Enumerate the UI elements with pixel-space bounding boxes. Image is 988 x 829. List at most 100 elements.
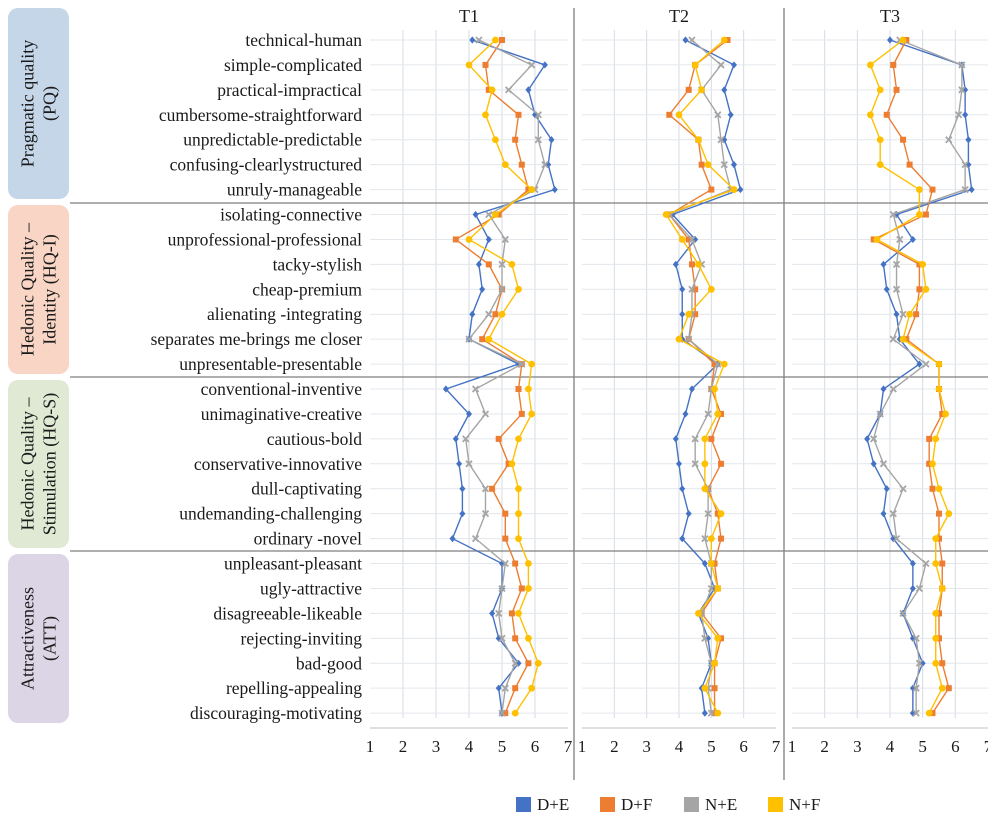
point-n-e-t3-5 xyxy=(945,136,953,144)
point-n-f-t3-4 xyxy=(867,111,874,119)
point-n-f-t3-20 xyxy=(945,510,953,518)
point-n-f-t3-12 xyxy=(906,310,913,318)
point-n-f-t3-15 xyxy=(935,385,943,393)
panel-title-t1: T1 xyxy=(459,6,479,26)
point-d-f-t2-3 xyxy=(685,86,692,93)
point-d-f-t1-27 xyxy=(512,685,519,692)
point-n-e-t2-9 xyxy=(688,235,696,244)
point-d-f-t3-2 xyxy=(890,61,897,68)
point-d-e-t3-15 xyxy=(880,385,887,393)
point-n-f-t3-8 xyxy=(916,211,923,218)
legend-swatch-n-e xyxy=(684,797,699,812)
point-n-e-t1-17 xyxy=(462,435,470,443)
point-n-e-t2-6 xyxy=(720,161,728,169)
grid xyxy=(70,8,988,780)
point-d-e-t3-1 xyxy=(887,36,893,44)
point-d-e-t3-4 xyxy=(962,111,969,119)
legend-label-d-e: D+E xyxy=(537,795,569,814)
series-line-n-f-t2 xyxy=(665,39,736,714)
point-d-e-t2-3 xyxy=(721,86,728,94)
point-d-f-t1-23 xyxy=(518,585,525,592)
point-n-e-t2-23 xyxy=(707,584,715,593)
point-n-f-t1-27 xyxy=(528,684,536,692)
point-n-f-t3-18 xyxy=(929,460,936,468)
point-d-f-t1-15 xyxy=(515,386,522,393)
point-d-e-t1-24 xyxy=(489,609,496,617)
item-label-disagreeable-likeable: disagreeable-likeable xyxy=(213,603,362,623)
point-n-e-t3-21 xyxy=(892,534,901,543)
legend-label-d-f: D+F xyxy=(621,795,652,814)
point-n-f-t1-17 xyxy=(515,435,522,443)
point-n-e-t3-23 xyxy=(915,584,924,593)
point-n-e-t2-11 xyxy=(688,285,696,293)
item-label-cheap-premium: cheap-premium xyxy=(252,279,362,299)
item-label-ugly-attractive: ugly-attractive xyxy=(260,578,362,598)
series-line-d-e-t1 xyxy=(444,39,556,714)
panel-title-t3: T3 xyxy=(880,6,900,26)
point-n-e-t3-12 xyxy=(899,310,907,318)
point-n-f-t1-28 xyxy=(511,709,519,717)
point-d-f-t3-19 xyxy=(929,485,936,492)
point-n-f-t2-12 xyxy=(685,310,693,318)
point-n-e-t1-24 xyxy=(495,609,503,618)
point-n-f-t2-9 xyxy=(678,236,686,243)
series-line-n-e-t2 xyxy=(668,39,732,714)
point-n-e-t2-16 xyxy=(704,410,712,418)
x-tick-label: 5 xyxy=(707,737,716,756)
point-n-e-t3-8 xyxy=(889,210,897,219)
point-n-e-t1-6 xyxy=(541,161,549,169)
point-n-f-t2-10 xyxy=(695,260,702,268)
point-n-f-t2-13 xyxy=(675,335,683,343)
point-n-e-t3-4 xyxy=(954,111,963,119)
point-d-f-t3-8 xyxy=(922,211,929,218)
point-n-f-t1-7 xyxy=(528,186,536,193)
series-line-d-f-t2 xyxy=(668,39,728,714)
point-n-f-t3-10 xyxy=(919,260,927,268)
group-label-4: Attractiveness (ATT) xyxy=(18,587,61,690)
group-label-line: Stimulation (HQ-S) xyxy=(40,393,61,536)
point-d-f-t3-6 xyxy=(906,161,913,168)
point-n-e-t1-28 xyxy=(498,709,506,717)
point-d-f-t1-9 xyxy=(452,236,459,243)
item-label-alienating-integrating: alienating -integrating xyxy=(207,304,362,324)
point-n-f-t2-20 xyxy=(717,510,725,518)
point-n-f-t3-14 xyxy=(935,360,943,368)
point-d-e-t2-11 xyxy=(679,285,686,293)
x-tick-label: 7 xyxy=(772,737,781,756)
point-n-f-t2-21 xyxy=(707,535,715,542)
point-d-e-t1-21 xyxy=(449,535,456,543)
point-d-f-t1-13 xyxy=(479,336,486,343)
point-n-e-t3-17 xyxy=(870,435,878,443)
point-d-e-t2-22 xyxy=(701,559,708,568)
point-n-f-t1-23 xyxy=(525,585,532,592)
point-d-f-t2-21 xyxy=(718,535,725,542)
point-n-e-t2-18 xyxy=(691,460,699,468)
point-d-f-t2-18 xyxy=(718,460,725,467)
point-d-f-t3-26 xyxy=(939,660,946,667)
legend-swatch-d-f xyxy=(600,797,615,812)
series-line-n-e-t1 xyxy=(464,39,546,714)
point-d-f-t1-19 xyxy=(489,485,496,492)
point-n-e-t3-28 xyxy=(912,709,920,717)
point-d-f-t3-12 xyxy=(913,311,920,318)
point-n-e-t2-5 xyxy=(717,136,725,144)
point-d-e-t2-18 xyxy=(676,460,682,468)
point-d-e-t3-17 xyxy=(864,435,871,443)
point-n-e-t3-25 xyxy=(912,634,920,642)
point-n-f-t3-25 xyxy=(932,634,940,642)
point-n-f-t2-19 xyxy=(701,485,709,493)
point-d-e-t3-7 xyxy=(968,185,975,194)
point-n-f-t2-8 xyxy=(662,211,670,218)
point-d-f-t2-27 xyxy=(711,685,718,692)
point-n-e-t1-12 xyxy=(485,310,493,318)
point-n-f-t1-13 xyxy=(485,335,493,343)
point-n-f-t1-14 xyxy=(528,360,536,368)
point-d-e-t2-4 xyxy=(727,111,734,119)
point-d-f-t2-6 xyxy=(698,161,705,168)
point-n-e-t1-18 xyxy=(465,460,473,468)
point-n-e-t3-2 xyxy=(958,61,966,69)
point-n-e-t1-27 xyxy=(501,684,509,692)
point-d-f-t1-16 xyxy=(518,410,525,417)
point-d-e-t2-28 xyxy=(701,709,708,717)
x-tick-label: 1 xyxy=(366,737,375,756)
